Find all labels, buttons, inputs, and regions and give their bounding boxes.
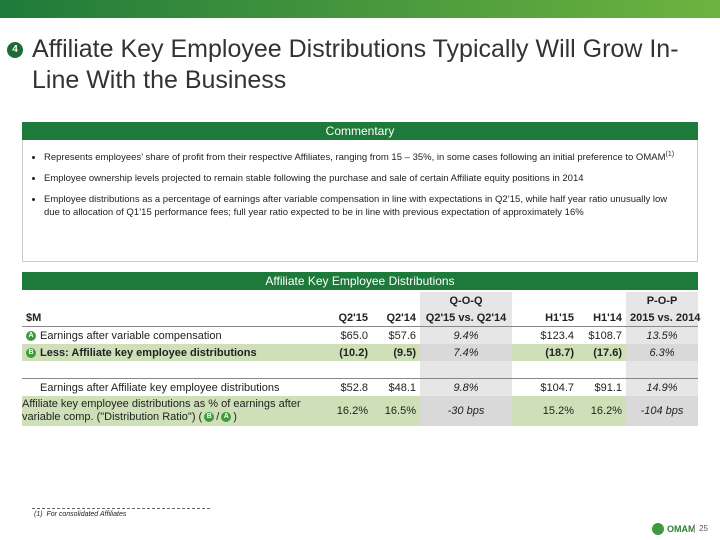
- logo-text: OMAM: [667, 524, 696, 534]
- bullet-list: Represents employees’ share of profit fr…: [22, 148, 682, 219]
- page-number: 25: [694, 524, 708, 533]
- cell: $65.0: [340, 329, 368, 342]
- cell: 9.4%: [420, 326, 512, 344]
- commentary-header: Commentary: [22, 122, 698, 140]
- row-marker: A: [26, 330, 36, 341]
- cell: (18.7): [512, 344, 578, 361]
- formula-close: ): [233, 411, 237, 423]
- cell: $91.1: [594, 381, 622, 394]
- cell: 13.5%: [626, 326, 698, 344]
- cell: $123.4: [540, 329, 574, 342]
- cell: 16.2%: [578, 396, 626, 426]
- row-marker: B: [26, 347, 36, 358]
- cell: 16.5%: [372, 396, 420, 426]
- row-label: Earnings after Affiliate key employee di…: [40, 381, 280, 394]
- cell: $108.7: [588, 329, 622, 342]
- commentary-body: Represents employees’ share of profit fr…: [22, 148, 682, 227]
- top-bar: [0, 0, 720, 18]
- footnote-rule: [32, 508, 210, 509]
- table-row: Earnings after Affiliate key employee di…: [22, 378, 698, 396]
- column-header: Q2'14: [386, 311, 416, 324]
- column-header: Q2'15 vs. Q2'14: [420, 309, 512, 327]
- cell: $104.7: [540, 381, 574, 394]
- formula-open: (: [198, 411, 203, 423]
- cell: (17.6): [578, 344, 626, 361]
- table-header: Affiliate Key Employee Distributions: [22, 272, 698, 290]
- column-header: $M: [26, 311, 42, 324]
- cell: 15.2%: [512, 396, 578, 426]
- cell: 9.8%: [420, 378, 512, 396]
- row-label: Less: Affiliate key employee distributio…: [40, 346, 257, 359]
- footnote: (1) For consolidated Affiliates: [34, 511, 126, 518]
- table-row: Affiliate key employee distributions as …: [22, 396, 698, 426]
- footnote-ref: (1): [665, 151, 675, 158]
- row-label: Earnings after variable compensation: [40, 329, 222, 342]
- cell: 16.2%: [322, 396, 372, 426]
- footnote-marker: (1): [34, 511, 43, 518]
- formula-marker: A: [221, 412, 232, 423]
- ratio-formula: (B / A): [199, 411, 237, 423]
- column-header: H1'15: [545, 311, 574, 324]
- bullet: Represents employees’ share of profit fr…: [44, 148, 682, 164]
- cell: $48.1: [388, 381, 416, 394]
- footnote-text: For consolidated Affiliates: [46, 511, 127, 518]
- logo-mark: [652, 523, 664, 535]
- table-row: B Less: Affiliate key employee distributi…: [22, 344, 698, 361]
- section-badge: 4: [7, 42, 23, 58]
- column-header-row: $M Q2'15 Q2'14 Q2'15 vs. Q2'14 H1'15 H1'…: [22, 309, 700, 327]
- cell: (10.2): [322, 344, 372, 361]
- bullet-text: Represents employees’ share of profit fr…: [44, 152, 666, 164]
- formula-sep: /: [216, 411, 220, 423]
- group-header: P-O-P: [626, 292, 698, 309]
- bullet: Employee distributions as a percentage o…: [44, 193, 682, 219]
- formula-marker: B: [204, 412, 215, 423]
- group-header: Q-O-Q: [420, 292, 512, 309]
- cell: $57.6: [388, 329, 416, 342]
- column-header: H1'14: [593, 311, 622, 324]
- table-row: A Earnings after variable compensation $6…: [22, 326, 698, 344]
- bullet-text: Employee distributions as a percentage o…: [44, 194, 668, 219]
- bullet-text: Employee ownership levels projected to r…: [44, 173, 584, 185]
- group-header-row: Q-O-Q P-O-P: [22, 292, 698, 309]
- cell: -30 bps: [420, 396, 512, 426]
- cell: 6.3%: [626, 344, 698, 361]
- slide-title: Affiliate Key Employee Distributions Typ…: [32, 35, 679, 94]
- cell: (9.5): [372, 344, 420, 361]
- column-header: Q2'15: [338, 311, 368, 324]
- row-label: Affiliate key employee distributions as …: [22, 398, 301, 423]
- cell: -104 bps: [626, 396, 698, 426]
- data-table: Q-O-Q P-O-P $M Q2'15 Q2'14 Q2'15 vs. Q2'1…: [22, 292, 700, 426]
- column-header: 2015 vs. 2014: [626, 309, 700, 327]
- cell: 14.9%: [626, 378, 698, 396]
- cell: $52.8: [340, 381, 368, 394]
- spacer-row: [22, 361, 698, 379]
- cell: 7.4%: [420, 344, 512, 361]
- bullet: Employee ownership levels projected to r…: [44, 172, 682, 185]
